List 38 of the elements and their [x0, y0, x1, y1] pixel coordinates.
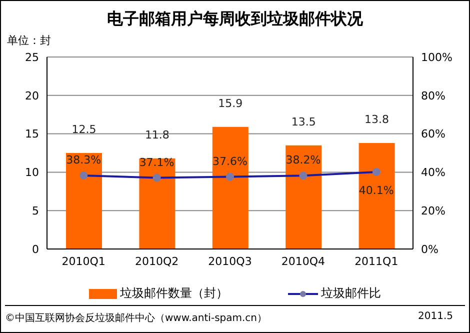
data-label: 12.5 — [72, 123, 96, 136]
x-tick-label: 2010Q2 — [134, 254, 179, 268]
data-label: 37.1% — [139, 156, 174, 169]
data-label: 11.8 — [144, 128, 170, 142]
y-tick-label: 10 — [25, 166, 39, 180]
y-tick-label: 15 — [25, 128, 39, 141]
x-tick-label: 2010Q3 — [208, 254, 252, 268]
y2-tick-label: 80% — [421, 89, 446, 102]
data-label: 13.5 — [291, 115, 316, 128]
y2-tick-label: 100% — [421, 50, 452, 64]
x-tick-label: 2010Q4 — [281, 254, 326, 268]
y-tick-label: 0 — [32, 242, 39, 256]
bar — [358, 143, 395, 249]
legend-label: 垃圾邮件数量（封） — [120, 285, 228, 302]
data-label: 15.9 — [218, 96, 243, 110]
x-tick-label: 2011Q1 — [354, 254, 398, 268]
bar — [286, 145, 322, 249]
chart-title: 电子邮箱用户每周收到垃圾邮件状况 — [106, 9, 364, 30]
legend-label: 垃圾邮件比 — [321, 285, 381, 302]
data-label: 40.1% — [358, 184, 394, 198]
bar — [212, 126, 248, 249]
y-tick-label: 25 — [25, 50, 39, 64]
data-label: 37.6% — [212, 154, 248, 168]
data-label: 38.2% — [286, 154, 321, 167]
bar — [139, 158, 176, 249]
y2-tick-label: 0% — [421, 242, 438, 256]
y-tick-label: 5 — [32, 204, 39, 218]
data-label: 13.8 — [364, 113, 390, 126]
y2-tick-label: 40% — [421, 166, 446, 180]
bar — [66, 153, 102, 249]
y-tick-label: 20 — [25, 89, 39, 102]
y2-tick-label: 20% — [421, 204, 446, 218]
x-tick-label: 2010Q1 — [62, 254, 106, 268]
text: ©中国互联网协会反垃圾邮件中心（www.anti-spam.cn） — [5, 312, 268, 325]
data-label: 38.3% — [66, 153, 102, 166]
text: 2011.5 — [418, 311, 453, 322]
y2-tick-label: 60% — [421, 128, 446, 141]
y-axis-title: 单位：封 — [7, 33, 51, 48]
